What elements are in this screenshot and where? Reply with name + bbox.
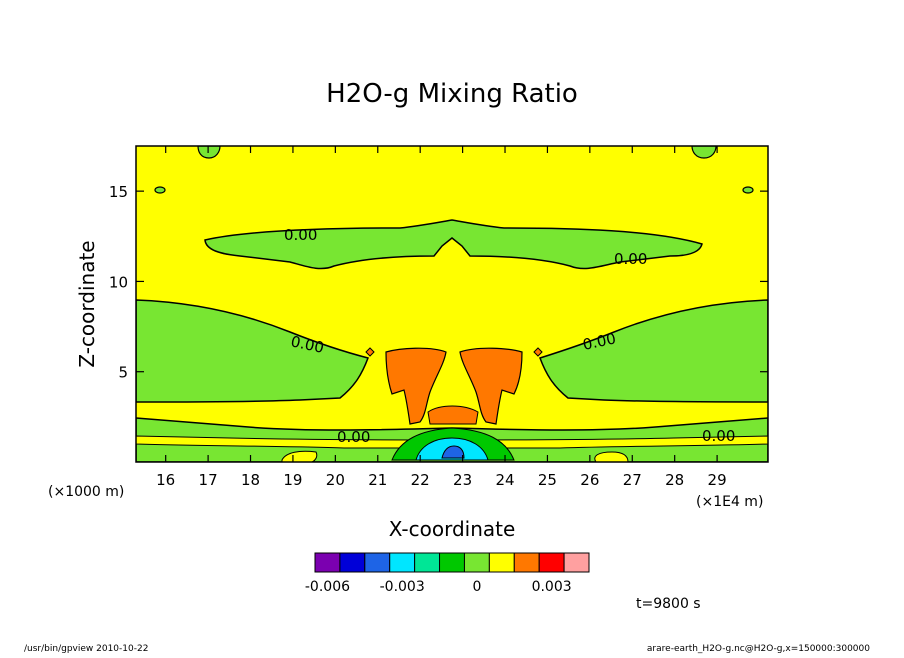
contour-right-region	[539, 299, 768, 403]
x-tick-label: 18	[241, 471, 260, 489]
y-axis: 5 10 15	[109, 183, 768, 382]
x-unit-right: (×1E4 m)	[696, 494, 763, 510]
contour-label: 0.00	[337, 428, 370, 446]
y-tick-label: 10	[109, 273, 128, 291]
contour-orange-center	[427, 405, 479, 425]
colorbar-swatch	[488, 552, 515, 573]
plot-frame	[135, 145, 769, 463]
colorbar-tick-label: -0.003	[380, 579, 425, 595]
colorbar-swatch	[389, 552, 416, 573]
footer-right: arare-earth_H2O-g.nc@H2O-g,x=150000:3000…	[647, 644, 870, 654]
colorbar-swatch	[538, 552, 565, 573]
contour-label: 0.00	[702, 427, 735, 445]
x-tick-label: 26	[580, 471, 599, 489]
contour-orange-dot-right	[533, 347, 543, 357]
contour-left-island	[154, 186, 166, 194]
colorbar-swatch	[364, 552, 391, 573]
footer-left: /usr/bin/gpview 2010-10-22	[24, 644, 148, 654]
x-tick-label: 28	[665, 471, 684, 489]
colorbar-ticks: -0.006 -0.003 0 0.003	[305, 579, 572, 595]
colorbar-swatch	[513, 552, 540, 573]
contour-bottom-patch-right	[594, 451, 629, 462]
x-unit-left: (×1000 m)	[48, 484, 124, 500]
x-tick-label: 21	[368, 471, 387, 489]
colorbar	[314, 552, 590, 573]
chart-title: H2O-g Mixing Ratio	[326, 79, 578, 109]
contour-left-region	[136, 299, 369, 403]
x-axis: 16 17 18 19 20 21 22 23 24 25 26 27 28 29	[156, 146, 727, 489]
x-tick-label: 17	[199, 471, 218, 489]
colorbar-swatch	[314, 552, 341, 573]
x-tick-label: 27	[623, 471, 642, 489]
colorbar-tick-label: -0.006	[305, 579, 350, 595]
colorbar-swatch	[463, 552, 490, 573]
contour-right-island	[742, 186, 754, 194]
plot-area: 0.00 0.00 0.00 0.00 0.00 0.00	[136, 146, 768, 462]
x-tick-label: 20	[326, 471, 345, 489]
contour-orange-left	[385, 347, 447, 425]
colorbar-swatch	[339, 552, 366, 573]
y-axis-label: Z-coordinate	[75, 240, 99, 367]
contour-core-blue	[441, 445, 465, 459]
colorbar-tick-label: 0	[472, 579, 481, 595]
x-tick-label: 16	[156, 471, 175, 489]
x-tick-label: 19	[283, 471, 302, 489]
x-tick-label: 23	[453, 471, 472, 489]
contour-top-left-cell	[197, 146, 221, 159]
contour-label: 0.00	[284, 226, 317, 244]
contour-orange-right	[459, 347, 523, 425]
time-label: t=9800 s	[636, 596, 701, 612]
x-tick-label: 25	[538, 471, 557, 489]
y-tick-label: 15	[109, 183, 128, 201]
contour-top-right-cell	[691, 146, 717, 159]
colorbar-swatch	[439, 552, 465, 573]
x-tick-label: 24	[495, 471, 514, 489]
colorbar-swatch	[414, 552, 441, 573]
colorbar-tick-label: 0.003	[532, 579, 572, 595]
contour-orange-dot-left	[365, 347, 375, 357]
x-tick-label: 29	[708, 471, 727, 489]
y-tick-label: 5	[118, 364, 128, 382]
contour-label: 0.00	[614, 250, 647, 268]
contour-labels: 0.00 0.00 0.00 0.00 0.00 0.00	[284, 226, 735, 446]
contour-upper-band	[204, 219, 703, 270]
colorbar-swatch	[563, 552, 590, 573]
x-tick-label: 22	[411, 471, 430, 489]
x-axis-label: X-coordinate	[389, 517, 516, 541]
